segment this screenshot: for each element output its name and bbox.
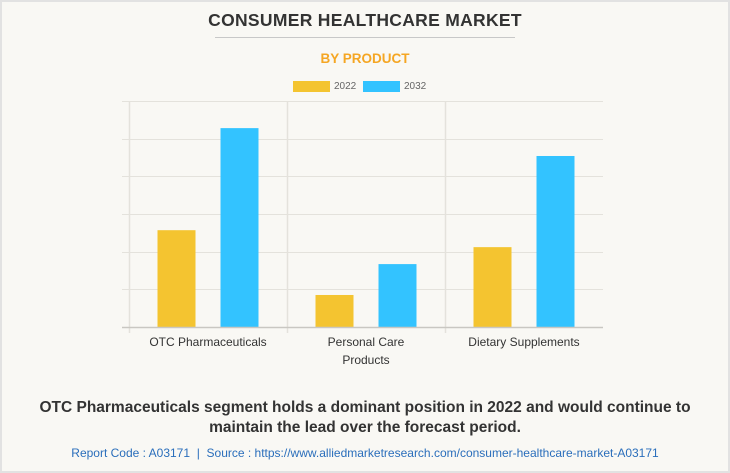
gridlines	[122, 101, 603, 333]
bar-2022-otc-pharmaceuticals	[157, 230, 196, 327]
legend-label-2032: 2032	[404, 81, 427, 92]
legend-item-2032[interactable]: 2032	[363, 80, 426, 93]
footer-separator: |	[196, 446, 200, 460]
chart-caption: OTC Pharmaceuticals segment holds a domi…	[0, 398, 730, 438]
x-tick-label-otc-pharmaceuticals: OTC Pharmaceuticals	[133, 333, 283, 351]
legend-swatch-2032	[363, 81, 400, 92]
bars	[157, 128, 575, 327]
footer-source: Report Code : A03171 | Source : https://…	[0, 446, 730, 460]
x-tick-label-line: OTC Pharmaceuticals	[149, 335, 267, 349]
x-tick-label-line: Products	[342, 353, 390, 367]
x-tick-label-dietary-supplements: Dietary Supplements	[449, 333, 599, 351]
report-code: Report Code : A03171	[71, 446, 191, 460]
bar-2032-personal-care-products	[378, 264, 417, 327]
caption-line-2: maintain the lead over the forecast peri…	[209, 419, 521, 436]
legend-swatch-2022	[293, 81, 330, 92]
chart-subtitle: BY PRODUCT	[320, 51, 410, 66]
legend-label-2022: 2022	[334, 81, 357, 92]
chart-title: CONSUMER HEALTHCARE MARKET	[208, 10, 522, 30]
caption-line-1: OTC Pharmaceuticals segment holds a domi…	[39, 399, 691, 416]
legend-item-2022[interactable]: 2022	[293, 80, 356, 93]
x-tick-label-line: Dietary Supplements	[468, 335, 580, 349]
bar-2032-dietary-supplements	[536, 155, 575, 327]
x-tick-label-personal-care-products: Personal Care Products	[291, 333, 441, 369]
bar-2022-dietary-supplements	[473, 247, 512, 327]
bar-2022-personal-care-products	[315, 294, 354, 327]
x-tick-label-line: Personal Care	[327, 335, 405, 349]
bar-2032-otc-pharmaceuticals	[220, 128, 259, 327]
source-link[interactable]: Source : https://www.alliedmarketresearc…	[206, 446, 659, 460]
title-divider	[215, 37, 515, 38]
